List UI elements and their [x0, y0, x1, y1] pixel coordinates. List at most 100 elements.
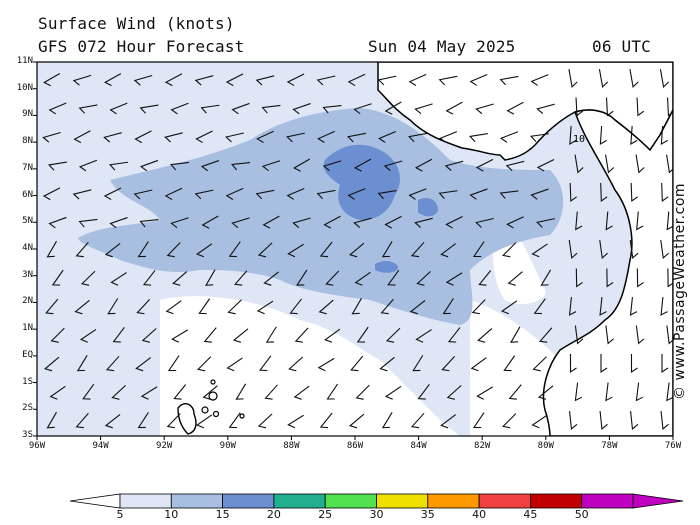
wind-barb	[172, 271, 188, 286]
wind-barb	[415, 329, 432, 343]
legend-swatch	[170, 493, 224, 509]
longitude-label: 76W	[664, 441, 682, 451]
wind-barb	[478, 270, 492, 286]
wind-barb	[353, 158, 372, 172]
wind-barb	[225, 187, 244, 200]
wind-barb	[510, 326, 521, 343]
wind-barb	[568, 296, 577, 316]
wind-barb	[355, 384, 370, 400]
wind-barb	[137, 241, 149, 258]
wind-barb	[539, 327, 553, 343]
wind-barb	[605, 211, 613, 231]
wind-barb	[141, 328, 157, 343]
legend-label: 35	[420, 508, 435, 521]
wind-barb	[257, 242, 273, 258]
wind-barb	[531, 243, 548, 258]
wind-barb	[318, 299, 334, 315]
wind-barb	[440, 243, 457, 258]
wind-barb	[50, 327, 65, 343]
wind-barb	[170, 217, 189, 229]
wind-barb	[378, 130, 396, 143]
legend-label: 10	[164, 508, 179, 521]
wind-barb	[408, 188, 427, 200]
legend-label: 40	[472, 508, 487, 521]
longitude-label: 90W	[219, 441, 236, 451]
wind-barb	[447, 327, 461, 343]
wind-barb	[569, 125, 577, 145]
legend-label: 15	[215, 508, 230, 521]
wind-barb	[380, 298, 394, 315]
wind-barb	[195, 243, 213, 258]
wind-barb	[43, 73, 61, 87]
legend-swatch	[119, 493, 172, 509]
wind-barb	[666, 211, 673, 231]
wind-barb	[75, 412, 89, 429]
forecast-label: GFS 072 Hour Forecast	[38, 37, 245, 56]
wind-barb	[660, 240, 670, 260]
latitude-label: 3N	[22, 269, 33, 280]
latitude-label: 11N	[16, 56, 33, 66]
wind-barb	[630, 125, 638, 145]
wind-barb	[502, 413, 517, 429]
wind-barb	[629, 240, 639, 260]
wind-barb	[387, 269, 400, 286]
longitude-label: 94W	[92, 441, 109, 451]
wind-barb	[470, 357, 487, 372]
wind-barb	[636, 97, 645, 117]
wind-barb	[72, 74, 92, 86]
wind-barb	[46, 411, 57, 429]
wind-barb	[506, 101, 524, 115]
wind-barb	[629, 69, 639, 88]
wind-barb	[170, 102, 189, 115]
legend-swatch	[581, 493, 634, 509]
wind-barb	[226, 357, 243, 372]
wind-barb	[234, 270, 248, 286]
wind-barb	[289, 298, 302, 315]
legend-swatch	[324, 493, 377, 509]
wind-barb	[354, 271, 371, 286]
wind-barb	[235, 383, 247, 400]
wind-barb	[134, 130, 152, 144]
wind-barb	[202, 385, 218, 400]
wind-barb	[438, 190, 458, 200]
wind-barb	[110, 272, 127, 286]
wind-barb	[326, 383, 338, 400]
legend-label: 25	[318, 508, 333, 521]
wind-barb	[636, 268, 644, 288]
latitude-label: 8N	[22, 136, 33, 147]
wind-barb	[48, 161, 67, 171]
wind-barb	[575, 268, 583, 288]
wind-barb	[103, 187, 122, 201]
legend-swatch	[376, 493, 429, 509]
wind-barb	[164, 73, 183, 87]
wind-barb	[477, 328, 493, 343]
wind-barb	[529, 133, 549, 143]
latitude-label: EQ	[22, 349, 33, 360]
longitude-label: 92W	[156, 441, 173, 451]
wind-barb	[48, 102, 67, 115]
wind-10-15-area	[78, 108, 564, 325]
wind-barb	[287, 414, 304, 429]
wind-barb	[166, 413, 181, 429]
wind-barb	[72, 189, 92, 200]
wind-barb	[231, 102, 250, 115]
wind-barb	[666, 97, 673, 117]
wind-barb	[348, 413, 365, 429]
legend-swatch	[222, 493, 275, 509]
wind-barb	[76, 355, 88, 372]
wind-barb	[568, 240, 578, 260]
wind-barb	[323, 215, 341, 229]
wind-barb	[200, 160, 220, 172]
wind-barb	[286, 132, 305, 143]
wind-barb	[256, 130, 274, 144]
wind-barb	[261, 104, 281, 114]
legend-label: 20	[266, 508, 281, 521]
wind-barb	[381, 241, 393, 258]
wind-barb	[135, 357, 152, 372]
wind-barb	[469, 73, 488, 86]
wind-barb	[198, 298, 211, 315]
wind-barb	[259, 355, 272, 372]
wind-barb	[599, 296, 607, 316]
wind-barb	[294, 327, 309, 343]
longitude-label: 84W	[410, 441, 427, 451]
